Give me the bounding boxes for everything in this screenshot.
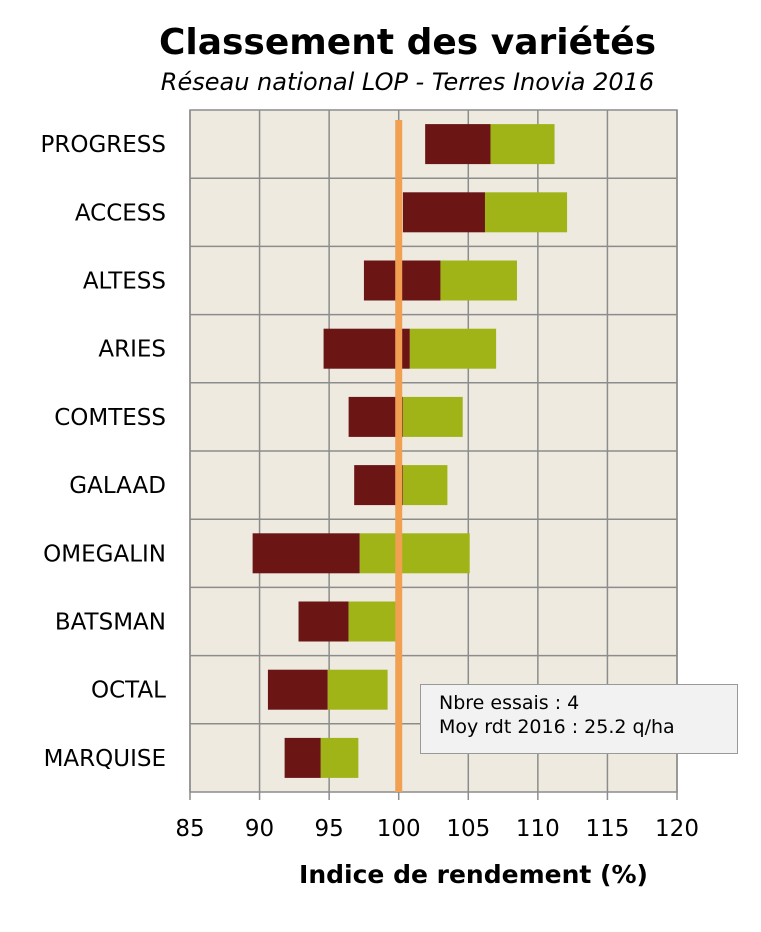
info-box: Nbre essais : 4 Moy rdt 2016 : 25.2 q/ha <box>420 684 738 754</box>
x-tick-label: 85 <box>175 816 204 842</box>
category-label-aries: ARIES <box>98 337 166 363</box>
chart-title: Classement des variétés <box>158 22 657 63</box>
bar-batsman-seg2 <box>348 601 398 642</box>
bar-access-seg2 <box>484 192 568 233</box>
bar-progress-seg2 <box>490 124 555 165</box>
category-label-comtess: COMTESS <box>54 405 166 431</box>
category-label-progress: PROGRESS <box>41 132 167 158</box>
bar-altess-seg2 <box>440 260 517 301</box>
category-label-altess: ALTESS <box>83 269 166 295</box>
category-label-access: ACCESS <box>75 200 166 226</box>
bar-omegalin-seg1 <box>252 533 360 574</box>
bar-access-seg1 <box>402 192 485 233</box>
bar-octal-seg1 <box>267 669 328 710</box>
x-axis-ticks: 85 90 95 100 105 110 115 120 <box>175 816 699 842</box>
chart-subtitle: Réseau national LOP - Terres Inovia 2016 <box>160 68 655 96</box>
x-axis-label: Indice de rendement (%) <box>299 860 648 889</box>
category-labels: PROGRESS ACCESS ALTESS ARIES COMTESS GALAAD OM… <box>41 132 167 772</box>
x-tick-label: 115 <box>585 816 629 842</box>
bar-octal-seg2 <box>327 669 388 710</box>
x-tick-label: 105 <box>446 816 490 842</box>
bar-progress-seg1 <box>425 124 491 165</box>
info-trials: Nbre essais : 4 <box>439 692 580 714</box>
category-label-batsman: BATSMAN <box>55 610 166 636</box>
bar-comtess-seg2 <box>402 396 463 437</box>
bar-aries-seg2 <box>409 328 497 369</box>
bar-galaad-seg1 <box>354 465 403 506</box>
bar-marquise-seg2 <box>320 737 359 778</box>
category-label-octal: OCTAL <box>91 678 166 704</box>
x-tick-label: 120 <box>655 816 699 842</box>
bar-galaad-seg2 <box>402 465 448 506</box>
bar-omegalin-seg2 <box>359 533 470 574</box>
bar-marquise-seg1 <box>284 737 321 778</box>
category-label-galaad: GALAAD <box>69 473 166 499</box>
x-tick-label: 90 <box>245 816 274 842</box>
category-label-marquise: MARQUISE <box>44 746 166 772</box>
bar-comtess-seg1 <box>348 396 403 437</box>
x-tick-label: 100 <box>377 816 421 842</box>
bar-batsman-seg1 <box>298 601 349 642</box>
x-tick-label: 95 <box>315 816 344 842</box>
category-label-omegalin: OMEGALIN <box>43 541 166 567</box>
x-tick-label: 110 <box>516 816 560 842</box>
info-mean-yield: Moy rdt 2016 : 25.2 q/ha <box>439 716 675 738</box>
